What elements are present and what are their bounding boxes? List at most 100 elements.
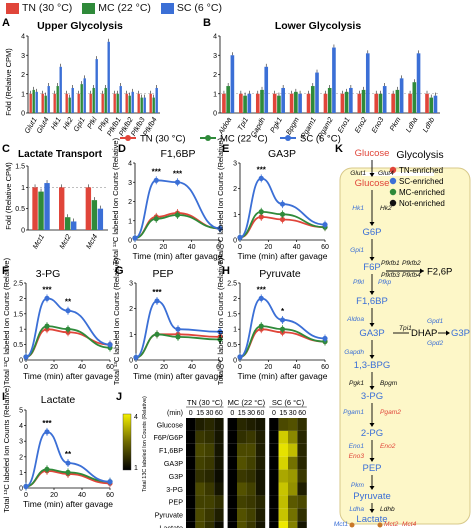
panel-title-c: Lactate Transport [18, 149, 103, 160]
heatmap-cell [214, 521, 224, 528]
y-tick-label: 4 [213, 34, 217, 41]
arrow-head [369, 486, 375, 490]
y-tick-label: 1 [21, 185, 25, 192]
ylabel-c: Fold (Relative CPM) [4, 162, 13, 230]
heatmap-cell [269, 482, 279, 496]
x-axis-label: Time (min) after gavage [23, 499, 113, 509]
bar [85, 187, 92, 230]
data-point [258, 209, 264, 215]
heatmap-cell [278, 469, 288, 483]
panel-letter-k: K [335, 143, 343, 155]
bar [44, 95, 47, 113]
mid-legend-label-mc: MC (22 °C) [220, 134, 268, 145]
heatmap-cell [186, 495, 196, 509]
significance-label: * [281, 307, 285, 316]
bar [399, 78, 404, 113]
heatmap-cell [195, 443, 205, 457]
bar [113, 93, 116, 113]
arrow-head [446, 330, 450, 336]
series-line [135, 300, 221, 359]
data-point [133, 354, 139, 361]
x-tick-label: 40 [293, 244, 301, 251]
heatmap-cell [214, 495, 224, 509]
legend-label-mc: MC (22 °C) [98, 2, 151, 14]
series-line [239, 215, 326, 239]
x-tick-label: 40 [293, 364, 301, 371]
x-tick-label: 40 [78, 364, 86, 371]
metabolite-label: F1,6BP [356, 296, 388, 307]
metabolite-label: F6P [363, 262, 380, 273]
panel-letter-h: H [222, 265, 230, 277]
series-line [25, 430, 111, 488]
legend-swatch-sc [160, 2, 174, 14]
data-point [217, 336, 223, 343]
bar [357, 93, 362, 113]
arrow-head [369, 386, 375, 390]
enzyme-label: Gpd1 [427, 318, 443, 325]
x-axis-label: Time (min) after gavage [23, 371, 113, 381]
x-tick-label: Eno2 [352, 116, 368, 135]
y-tick-label: 2 [128, 199, 132, 206]
arrow-head [369, 509, 375, 513]
y-tick-label: 0 [213, 111, 217, 118]
metabolite-label: G6P [362, 227, 381, 238]
significance-label: *** [152, 288, 162, 297]
bar [59, 66, 62, 113]
data-point [217, 225, 223, 232]
bar [92, 87, 95, 113]
heatmap-time-tick: 60 [215, 410, 223, 417]
heatmap-cell [288, 469, 298, 483]
side-metabolite-f26p: F2,6P [427, 267, 452, 278]
heatmap-cell [255, 508, 266, 522]
enzyme-label: Pkm [351, 482, 365, 489]
heatmap-cell [186, 418, 196, 431]
x-tick-label: Gpi1 [71, 116, 86, 134]
top-legend: TN (30 °C) MC (22 °C) SC (6 °C) [6, 1, 222, 15]
enzyme-label: Pfkfb3 [381, 272, 400, 279]
bar [425, 93, 429, 113]
heatmap-cell [255, 443, 266, 457]
enzyme-label: Pgam1 [343, 409, 364, 416]
arrow-head [369, 423, 375, 427]
bar [332, 47, 336, 113]
heatmap-group-label: MC (22 °C) [228, 398, 266, 407]
arrow-head [369, 291, 375, 295]
panel-title-f: 3-PG [36, 268, 61, 280]
bar [272, 93, 277, 113]
heatmap-cell [214, 508, 224, 522]
heatmap-cell [204, 482, 215, 496]
bar [119, 86, 122, 113]
data-point [237, 354, 243, 360]
heatmap-cell [237, 482, 247, 496]
heatmap-cell [288, 430, 298, 444]
pathway-legend-label: MC-enriched [399, 188, 445, 197]
enzyme-label: Eno1 [349, 443, 365, 450]
heatmap-row-label: PEP [169, 498, 184, 507]
bar [281, 87, 285, 113]
x-axis-label: Time (min) after gavage [238, 251, 328, 261]
y-tick-label: 3 [19, 439, 23, 446]
series-line [239, 177, 326, 239]
x-tick-label: 60 [321, 364, 329, 371]
y-tick-label: 2 [213, 72, 217, 79]
data-point [153, 177, 159, 183]
heatmap-time-label: (min) [167, 410, 183, 417]
data-point [258, 323, 264, 329]
x-tick-label: 0 [24, 492, 28, 499]
heatmap-cell [278, 418, 288, 431]
heatmap-cell [246, 430, 256, 444]
x-tick-label: Pgk1 [268, 116, 284, 135]
y-axis-label: Total ¹³C labeled Ion Counts (Relative) [111, 137, 120, 265]
heatmap-cell [195, 456, 205, 470]
heatmap-row-label: 3-PG [166, 485, 183, 494]
heatmap-row-label: Glucose [157, 420, 183, 429]
data-point [322, 222, 328, 228]
x-tick-label: Mct1 [30, 233, 46, 251]
heatmap-cell [227, 521, 237, 528]
bar [80, 84, 83, 113]
heatmap-cell [255, 430, 266, 444]
y-axis-label: Total ¹³C labeled Ion Counts (Relative) [216, 257, 225, 385]
y-tick-label: 3 [233, 161, 237, 168]
panel-letter-c: C [2, 143, 10, 155]
